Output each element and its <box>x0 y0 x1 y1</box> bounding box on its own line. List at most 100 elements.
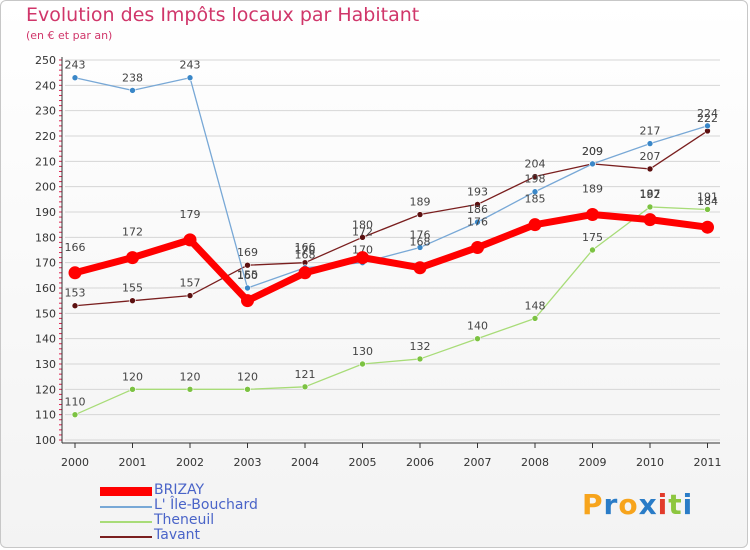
data-label: 168 <box>410 236 431 249</box>
legend-swatch <box>100 521 152 523</box>
proxiti-logo: Proxiti <box>582 488 693 521</box>
data-label: 140 <box>467 320 488 333</box>
legend-swatch <box>100 487 152 496</box>
x-tick-label: 2008 <box>521 456 549 469</box>
legend-item: Tavant <box>100 527 320 543</box>
data-point <box>68 266 82 280</box>
series-line <box>74 206 709 416</box>
data-label: 189 <box>410 196 431 209</box>
y-tick-label: 110 <box>35 409 56 422</box>
data-label: 160 <box>237 269 258 282</box>
data-label: 155 <box>122 282 143 295</box>
data-label: 207 <box>640 150 661 163</box>
data-point <box>186 74 194 82</box>
data-point <box>356 251 369 265</box>
data-point <box>646 140 654 147</box>
y-tick-label: 160 <box>35 282 56 295</box>
data-point <box>241 294 254 308</box>
x-tick-label: 2000 <box>61 456 89 469</box>
data-label: 192 <box>640 188 661 201</box>
data-label: 243 <box>65 59 86 72</box>
data-point <box>71 74 79 82</box>
x-tick-label: 2005 <box>349 456 377 469</box>
data-point <box>359 360 366 368</box>
data-label: 222 <box>697 112 718 125</box>
x-tick-label: 2002 <box>176 456 204 469</box>
data-label: 198 <box>525 173 546 186</box>
series-tavant: 153 155 157 169 170 180 189 193 204 209 207 222 <box>65 112 718 310</box>
data-label: 191 <box>697 190 718 203</box>
y-tick-label: 200 <box>35 181 56 194</box>
series-line <box>71 211 711 305</box>
data-label: 184 <box>697 195 718 208</box>
data-label: 189 <box>582 183 603 196</box>
legend-label: Tavant <box>154 527 201 543</box>
data-point <box>129 87 136 94</box>
y-tick-label: 180 <box>35 231 56 244</box>
legend-item: L' Île-Bouchard <box>100 497 320 513</box>
data-label: 224 <box>697 107 718 120</box>
data-label: 170 <box>295 244 316 257</box>
data-label: 121 <box>295 368 316 381</box>
x-tick-label: 2003 <box>234 456 262 469</box>
logo-letter: t <box>668 488 683 521</box>
data-point <box>586 208 599 222</box>
x-tick-label: 2009 <box>579 456 607 469</box>
x-tick-label: 2007 <box>464 456 492 469</box>
data-label: 175 <box>582 231 603 244</box>
data-label: 157 <box>180 277 201 290</box>
logo-letter: i <box>657 488 669 521</box>
data-label: 155 <box>237 269 258 282</box>
y-tick-label: 250 <box>35 54 56 67</box>
data-point <box>701 220 714 234</box>
data-point <box>646 203 654 211</box>
data-point <box>643 213 657 227</box>
logo-letter: P <box>582 488 604 521</box>
series-line <box>74 77 709 289</box>
data-point <box>589 246 596 254</box>
data-label: 170 <box>352 244 373 257</box>
y-tick-label: 190 <box>35 206 56 219</box>
y-tick-label: 220 <box>35 130 56 143</box>
legend-item: BRIZAY <box>100 482 320 498</box>
data-label: 130 <box>352 345 373 358</box>
series-theneuil: 110 120 120 120 121 130 132 140 148 175 192 191 <box>65 188 718 418</box>
data-point <box>244 261 251 269</box>
data-point <box>359 234 366 241</box>
data-point <box>416 211 424 218</box>
data-point <box>244 386 251 393</box>
data-point <box>183 233 197 247</box>
data-label: 186 <box>467 203 488 216</box>
data-point <box>531 188 539 196</box>
data-point <box>298 266 312 280</box>
data-label: 204 <box>525 158 546 171</box>
data-label: 169 <box>237 246 258 259</box>
x-tick-label: 2004 <box>291 456 319 469</box>
data-point <box>528 218 542 232</box>
data-label: 120 <box>237 370 258 383</box>
data-point <box>474 218 481 226</box>
y-tick-label: 120 <box>35 383 56 396</box>
legend-label: L' Île-Bouchard <box>154 497 258 513</box>
data-label: 217 <box>640 125 661 138</box>
data-point <box>531 315 539 322</box>
data-point <box>186 386 194 393</box>
y-tick-label: 240 <box>35 79 56 92</box>
data-label: 185 <box>525 193 546 206</box>
data-label: 187 <box>640 188 661 201</box>
data-label: 176 <box>467 215 488 228</box>
data-point <box>129 297 136 304</box>
data-point <box>416 244 424 251</box>
data-label: 193 <box>467 185 488 198</box>
data-label: 120 <box>180 370 201 383</box>
chart-subtitle: (en € et par an) <box>26 29 113 42</box>
data-point <box>186 292 194 299</box>
y-tick-label: 100 <box>35 434 56 447</box>
data-point <box>416 355 424 363</box>
x-tick-label: 2006 <box>406 456 434 469</box>
data-label: 153 <box>65 287 86 300</box>
